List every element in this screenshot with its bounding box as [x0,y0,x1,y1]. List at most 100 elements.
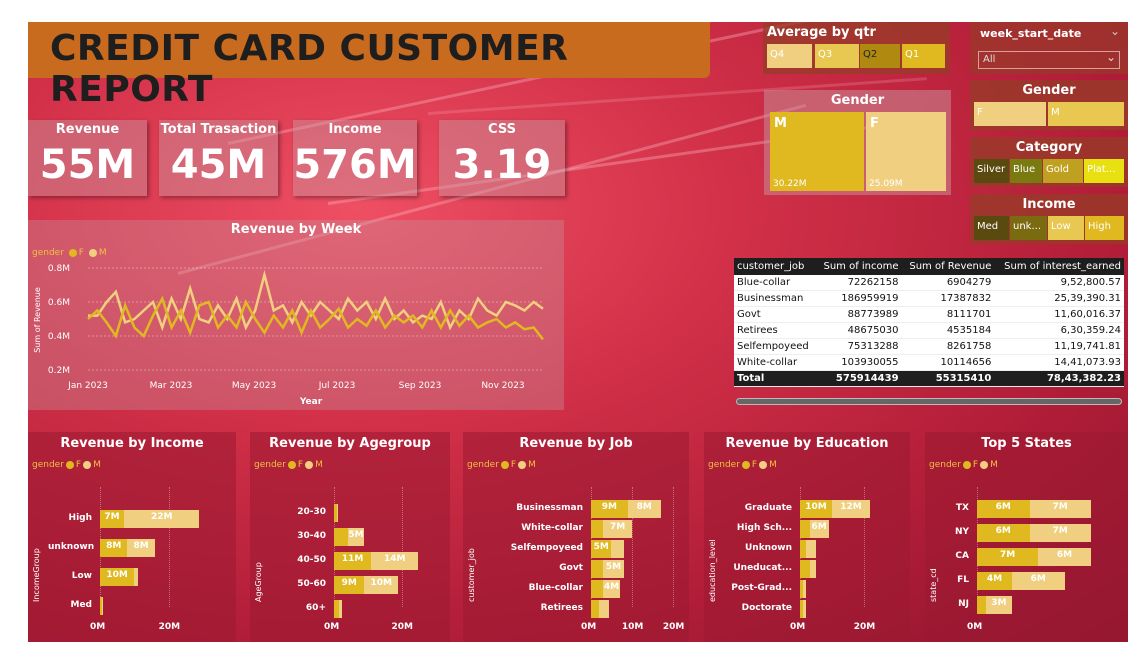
bar-m[interactable]: 5M [591,540,612,558]
bar-f[interactable]: 22M [124,510,200,528]
income-option-low[interactable]: Low [1048,216,1084,240]
category-option-blue[interactable]: Blue [1010,159,1042,183]
bar-f[interactable]: 3M [985,596,1012,614]
column-header[interactable]: customer_job [734,258,817,275]
report-canvas: CREDIT CARD CUSTOMER REPORT Revenue 55M … [28,22,1128,642]
cell: 186959919 [816,290,902,307]
bar-m[interactable] [591,520,604,538]
bar-label: 4M [986,574,1003,584]
bar-f[interactable]: 6M [1038,548,1091,566]
bar-m[interactable] [800,600,804,618]
qtr-option-q1[interactable]: Q1 [902,44,945,68]
revenue-by-week-chart[interactable]: 0.2M 0.4M 0.6M 0.8M Jan 2023 Mar 2023 May 2023… [28,220,564,410]
bar-m[interactable] [800,520,810,538]
bar-f[interactable]: 8M [627,500,661,518]
week-dropdown[interactable]: All [978,51,1120,69]
bar-f[interactable]: 8M [127,539,155,557]
cell: Total [734,370,817,387]
category-label: 30-40 [297,531,326,541]
cell: 103930055 [816,354,902,371]
kpi-card-income[interactable]: Income 576M [293,120,417,196]
bar-m[interactable] [334,600,340,618]
bar-m[interactable]: 6M [977,524,1030,542]
bar-f[interactable]: 5M [603,560,624,578]
bar-f[interactable] [806,540,816,558]
bar-m[interactable] [800,580,804,598]
category-label: NJ [958,599,969,609]
treemap-tile-f[interactable]: F 25.09M [866,112,946,191]
bar-m[interactable] [334,504,338,522]
bar-f[interactable]: 7M [1029,500,1091,518]
bar-m[interactable]: 8M [100,539,128,557]
bar-f[interactable] [102,597,103,615]
bar-m[interactable]: 11M [334,552,372,570]
treemap-tile-m[interactable]: M 30.22M [770,112,864,191]
bar-f[interactable]: 12M [831,500,871,518]
series-line-m[interactable] [87,295,544,341]
bar-f[interactable]: 7M [1029,524,1091,542]
legend-label: gender [929,460,961,470]
bar-m[interactable]: 9M [591,500,628,518]
bar-m[interactable] [800,540,807,558]
bar-f[interactable] [809,560,816,578]
column-header[interactable]: Sum of income [816,258,902,275]
bar-f[interactable]: 14M [371,552,419,570]
bar-f[interactable]: 4M [603,580,620,598]
qtr-option-q3[interactable]: Q3 [815,44,859,68]
kpi-card-css[interactable]: CSS 3.19 [439,120,565,196]
bar-m[interactable]: 7M [977,548,1039,566]
bar-f[interactable]: 6M [809,520,829,538]
cell: 75313288 [816,338,902,355]
kpi-card-transactions[interactable]: Total Trasaction 45M [159,120,278,196]
bar-m[interactable] [100,597,102,615]
qtr-option-q4[interactable]: Q4 [767,44,812,68]
cell: Retirees [734,322,817,339]
bar-m[interactable] [800,560,810,578]
bar-label: 11M [341,554,364,564]
bar-m[interactable]: 9M [334,576,365,594]
table-row: Retirees 48675030 4535184 6,30,359.24 [734,322,1124,339]
bar-f[interactable] [803,580,807,598]
cell: 575914439 [816,370,902,387]
category-option-platinum[interactable]: Plat... [1084,159,1124,183]
bar-f[interactable] [339,600,343,618]
chart-title: Revenue by Education [725,436,889,451]
chart-title: Revenue by Job [519,436,633,451]
bar-f[interactable] [599,600,610,618]
income-option-unknown[interactable]: unk... [1010,216,1047,240]
chart-legend: gender F M [32,460,101,470]
bar-f[interactable]: 7M [603,520,632,538]
bar-f[interactable]: 10M [364,576,399,594]
category-option-silver[interactable]: Silver [974,159,1009,183]
bar-f[interactable]: 6M [1012,572,1065,590]
bar-m[interactable]: 4M [977,572,1012,590]
income-option-high[interactable]: High [1085,216,1124,240]
bar-m[interactable]: 6M [977,500,1030,518]
bar-m[interactable]: 10M [800,500,832,518]
qtr-option-q2[interactable]: Q2 [860,44,900,68]
x-tick-label: 20M [853,622,876,632]
column-header[interactable]: Sum of Revenue [901,258,995,275]
bar-f[interactable]: 5M [347,528,365,546]
table-scrollbar[interactable] [736,398,1122,405]
gender-option-m[interactable]: M [1048,102,1124,126]
cell: 25,39,390.31 [994,290,1124,307]
bar-m[interactable]: 7M [100,510,124,528]
cell: 6904279 [901,275,995,291]
category-option-gold[interactable]: Gold [1043,159,1083,183]
bar-f[interactable] [134,568,138,586]
tile-value: 30.22M [773,179,807,189]
bar-m[interactable] [591,600,600,618]
bar-f[interactable] [803,600,807,618]
bar-m[interactable] [591,580,604,598]
gender-option-f[interactable]: F [974,102,1046,126]
bar-m[interactable] [334,528,348,546]
kpi-card-revenue[interactable]: Revenue 55M [28,120,147,196]
column-header[interactable]: Sum of interest_earned [994,258,1124,275]
bar-f[interactable] [611,540,624,558]
bar-m[interactable] [591,560,604,578]
bar-m[interactable] [977,596,986,614]
bar-f[interactable] [337,504,339,522]
bar-m[interactable]: 10M [100,568,135,586]
income-option-med[interactable]: Med [974,216,1009,240]
